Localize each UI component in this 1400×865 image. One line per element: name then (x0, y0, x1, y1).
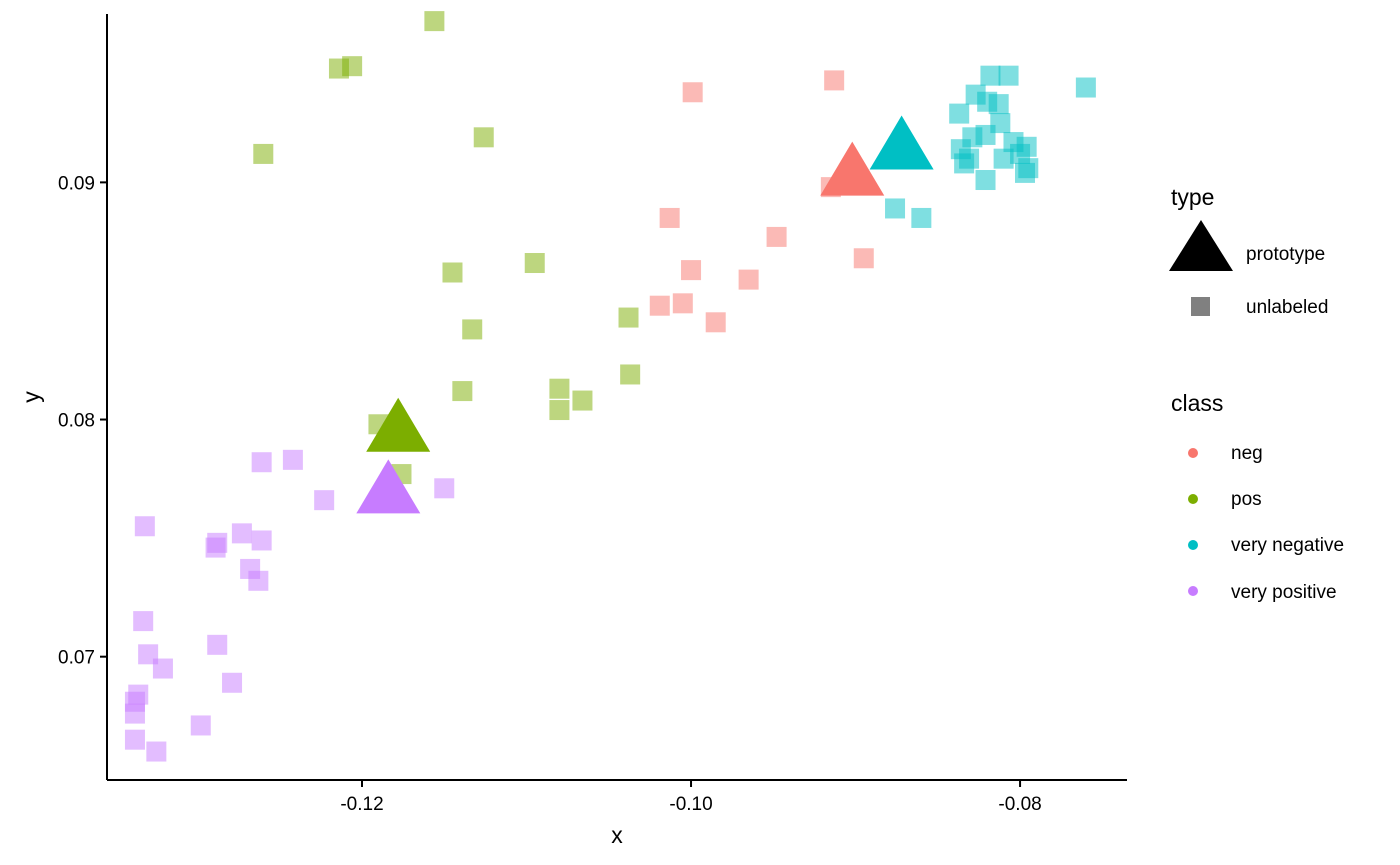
x-axis-title: x (611, 822, 623, 848)
point-very-positive-12 (207, 634, 228, 655)
legend-pos-label: pos (1231, 489, 1262, 510)
point-pos-5 (524, 253, 545, 274)
legend-type: type prototype unlabeled (1169, 184, 1328, 318)
point-pos-8 (618, 307, 639, 328)
point-pos-2 (328, 58, 349, 79)
point-very-positive-3 (314, 490, 335, 511)
point-very-positive-18 (124, 703, 145, 724)
point-very-positive-2 (434, 478, 455, 499)
point-neg-8 (705, 312, 726, 333)
point-neg-5 (738, 269, 759, 290)
legend-neg-dot-icon (1188, 448, 1198, 458)
y-axis-title: y (18, 391, 44, 403)
point-neg-6 (649, 295, 670, 316)
prototype-very-negative-triangle (869, 115, 934, 170)
prototype-layer (356, 115, 934, 514)
y-tick-label: 0.08 (58, 411, 95, 432)
x-tick-label: -0.12 (340, 794, 383, 815)
point-very-negative-16 (954, 153, 975, 174)
point-very-negative-2 (1075, 77, 1096, 98)
point-very-positive-19 (190, 715, 211, 736)
legend-unlabeled-square-icon (1191, 297, 1210, 316)
point-very-negative-18 (1015, 162, 1035, 183)
point-pos-12 (549, 400, 570, 421)
point-pos-11 (549, 378, 570, 399)
x-tick-label: -0.08 (998, 794, 1041, 815)
x-axis-ticks: -0.12 -0.10 -0.08 (340, 780, 1042, 815)
point-very-positive-5 (231, 523, 252, 544)
point-very-positive-20 (124, 729, 145, 750)
point-pos-6 (442, 262, 463, 283)
point-very-positive-14 (152, 658, 173, 679)
legend-type-title: type (1171, 184, 1214, 210)
point-very-positive-4 (134, 516, 155, 537)
point-very-negative-14 (993, 148, 1014, 169)
x-tick-label: -0.10 (669, 794, 712, 815)
point-very-positive-15 (222, 672, 243, 693)
point-very-negative-6 (949, 103, 970, 124)
point-very-negative-20 (885, 198, 906, 219)
legend-unlabeled-label: unlabeled (1246, 297, 1328, 318)
points-layer (124, 11, 1096, 762)
legend-very-negative-dot-icon (1188, 540, 1198, 550)
point-very-negative-21 (911, 207, 932, 228)
point-very-positive-8 (205, 537, 226, 558)
point-very-negative-19 (975, 170, 996, 191)
point-pos-13 (572, 390, 593, 411)
point-very-positive-10 (248, 570, 269, 591)
point-very-positive-21 (146, 741, 167, 762)
legend-very-positive-dot-icon (1188, 586, 1198, 596)
legend-prototype-label: prototype (1246, 244, 1325, 265)
legend-class-title: class (1171, 390, 1223, 416)
point-very-negative-0 (980, 65, 1001, 86)
point-pos-4 (253, 143, 274, 164)
legend-class: class neg pos very negative very positiv… (1171, 390, 1344, 603)
y-tick-label: 0.07 (58, 648, 95, 669)
prototype-pos-triangle (366, 397, 431, 452)
legend-very-positive-label: very positive (1231, 582, 1337, 603)
point-neg-9 (853, 248, 874, 269)
prototype-neg-triangle (820, 141, 885, 196)
point-very-negative-5 (988, 94, 1009, 115)
point-pos-10 (452, 381, 473, 402)
y-axis-ticks: 0.07 0.08 0.09 (58, 173, 107, 669)
legend-very-negative-label: very negative (1231, 535, 1344, 556)
point-neg-7 (672, 293, 693, 314)
point-neg-1 (682, 82, 703, 103)
point-pos-9 (620, 364, 641, 385)
prototype-very-positive-triangle (356, 459, 421, 514)
point-very-positive-0 (282, 449, 303, 470)
y-tick-label: 0.09 (58, 173, 95, 194)
point-neg-2 (659, 207, 680, 228)
point-neg-4 (681, 260, 702, 281)
point-very-positive-1 (251, 452, 272, 473)
legend-prototype-triangle-icon (1169, 220, 1233, 271)
point-very-positive-6 (251, 530, 272, 551)
point-very-positive-11 (133, 611, 154, 632)
point-neg-3 (766, 226, 787, 247)
point-very-negative-1 (998, 65, 1019, 86)
point-pos-7 (462, 319, 483, 340)
point-pos-0 (424, 11, 445, 32)
legend-pos-dot-icon (1188, 494, 1198, 504)
legend-neg-label: neg (1231, 443, 1263, 464)
point-pos-3 (473, 127, 494, 148)
point-neg-0 (824, 70, 845, 91)
